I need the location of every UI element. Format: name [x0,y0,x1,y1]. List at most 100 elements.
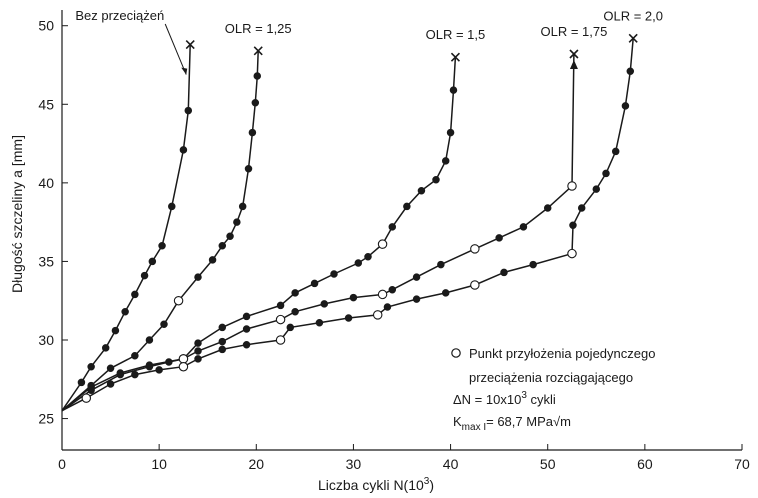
end-cross-marker [628,33,638,43]
data-point [388,223,397,231]
data-point [131,370,139,379]
series-label-olr-2-0: OLR = 2,0 [603,8,663,23]
cross-stroke [569,49,579,59]
legend-line-2: przeciążenia rozciągającego [469,370,633,385]
data-point [388,285,397,294]
overload-point [275,314,286,325]
curve-olr-1-5 [61,57,457,412]
data-point [160,320,168,329]
overload-point [178,354,189,364]
data-point [87,383,95,391]
data-point [403,202,411,211]
data-point [291,289,299,297]
data-point [441,157,450,165]
data-point [194,355,202,363]
data-point [611,147,620,156]
data-point [253,72,262,80]
x-tick-label: 70 [734,456,750,472]
data-point [179,146,188,154]
x-tick-label: 50 [540,456,556,472]
end-cross-marker [569,49,579,59]
data-point [412,273,421,281]
overload-point [372,310,383,320]
data-point [383,303,392,311]
end-cross-marker [185,40,195,50]
label-arrowhead [181,67,188,75]
data-point [417,186,426,195]
data-point [310,279,319,288]
data-point [101,344,110,352]
y-tick-label: 50 [38,18,54,34]
data-point [116,369,125,377]
overload-point [275,335,286,345]
data-point [168,202,176,211]
data-point [543,204,552,212]
data-point [194,339,202,347]
x-tick-label: 20 [248,456,264,472]
data-point [145,361,154,369]
data-point [569,221,577,230]
data-points [77,33,638,403]
overload-point [470,244,480,254]
data-point [148,257,157,266]
data-point [437,260,445,269]
data-point [140,271,149,280]
data-point [344,314,353,322]
data-point [194,347,202,355]
x-tick-label: 40 [443,456,459,472]
data-point [184,106,193,115]
overload-point [377,289,388,300]
data-point [495,234,503,242]
data-point [131,351,139,360]
data-point [242,340,251,349]
overload-jump-arrowhead [569,60,578,69]
curve-bez-przeci-e [61,44,191,412]
data-point [354,259,363,267]
data-point [519,223,528,231]
legend: Punkt przyłożenia pojedynczego przeciąże… [451,346,655,433]
series-labels: Bez przeciążeń OLR = 1,25 OLR = 1,5 OLR = 1… [75,8,663,75]
y-tick-label: 35 [38,253,54,269]
axes: 0 10 20 30 40 50 60 70 25 30 35 40 45 50 [38,10,750,472]
data-point [242,312,251,321]
data-point [320,300,329,308]
data-point [106,364,115,373]
label-leader-line [164,23,187,75]
data-point [432,175,440,184]
x-tick-label: 10 [151,456,167,472]
data-point [251,98,260,107]
data-point [208,256,217,264]
data-point [218,345,227,354]
overload-point [470,280,480,290]
data-point [121,307,129,316]
data-point [131,290,139,299]
data-point [500,268,508,277]
data-point [218,323,227,332]
data-point [155,366,163,374]
cross-stroke [185,40,195,50]
x-tick-label: 60 [637,456,653,472]
data-point [449,86,458,94]
data-point [286,323,295,332]
end-cross-marker [253,46,263,56]
data-point [276,301,285,310]
data-point [291,307,299,316]
data-point [529,260,537,269]
data-point [77,378,86,387]
overload-point [567,181,577,191]
legend-delta-n: ΔN = 10x103 cykli [453,390,556,407]
curve-olr-1-25 [61,50,259,412]
legend-kmax: Kmax I= 68,7 MPa√m [453,414,571,433]
cross-stroke [450,52,460,62]
cross-stroke [628,33,638,43]
data-point [218,241,227,250]
overload-point [81,393,92,403]
data-point [233,218,241,226]
data-point [315,318,324,327]
cross-stroke [253,46,263,56]
legend-open-circle-marker [451,348,461,358]
y-tick-label: 30 [38,332,54,348]
data-point [194,273,202,281]
data-point [349,293,358,302]
data-point [330,270,338,278]
